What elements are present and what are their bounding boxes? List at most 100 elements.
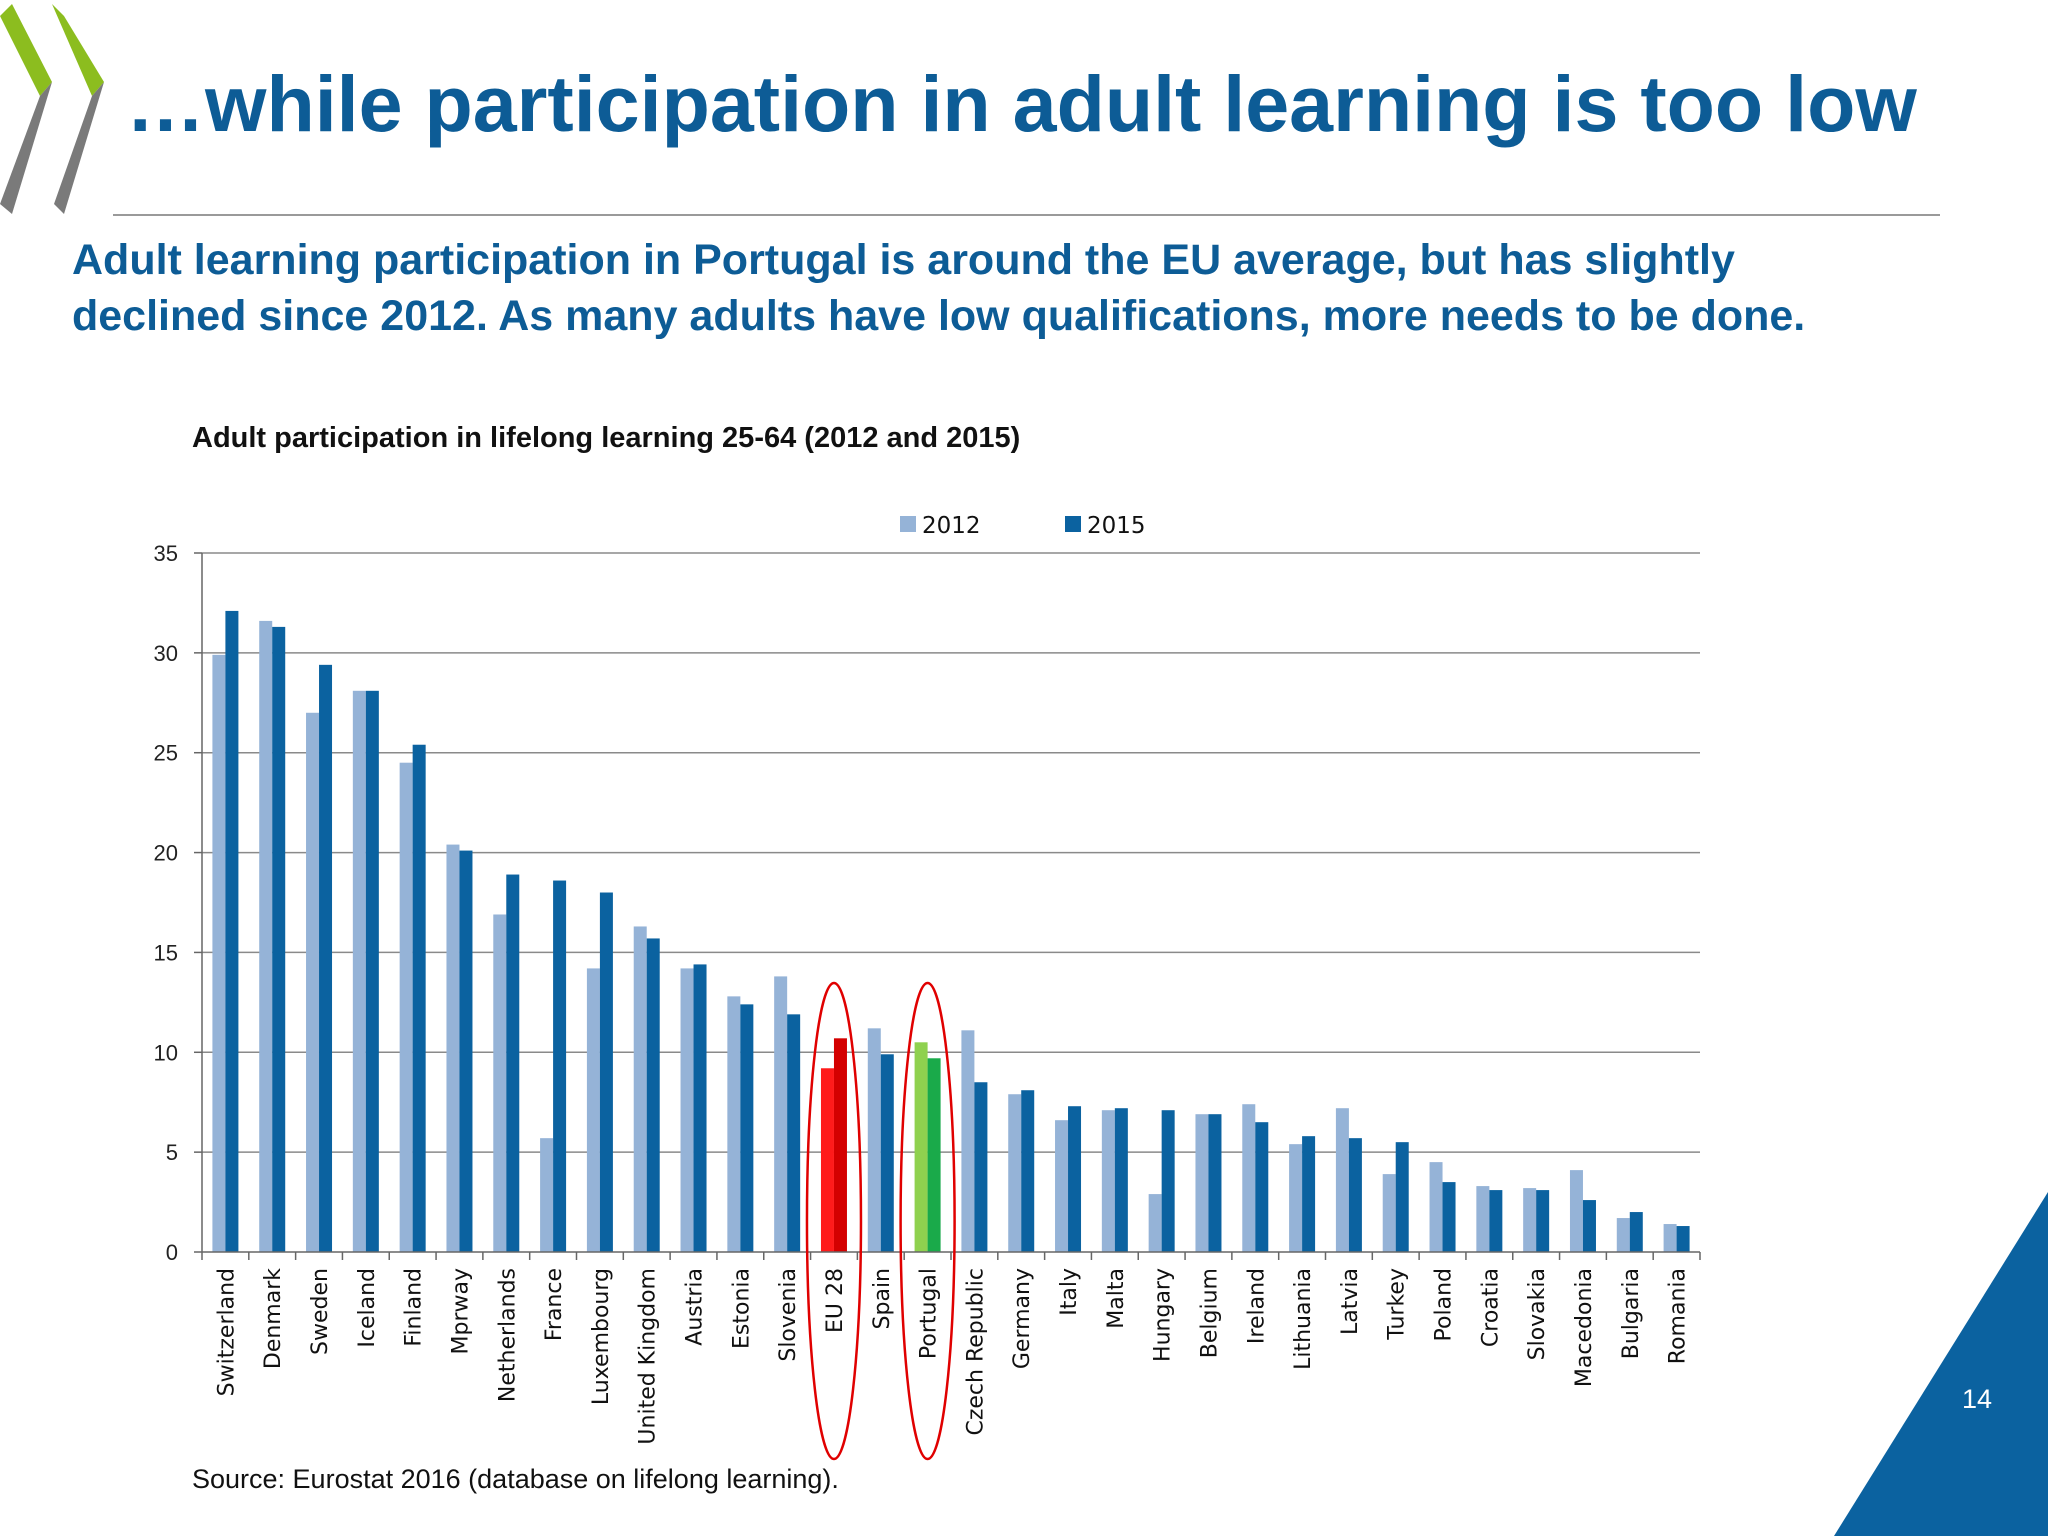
x-label-slovakia: Slovakia [1525, 1268, 1550, 1360]
bar-2015-malta [1114, 1108, 1128, 1252]
subtitle-line-2: declined since 2012. As many adults have… [72, 292, 1806, 340]
bar-2012-france [540, 1138, 554, 1252]
x-label-switzerland: Switzerland [214, 1268, 239, 1396]
blue-corner-triangle [1834, 1192, 2048, 1536]
bar-2012-ireland [1242, 1104, 1256, 1252]
x-label-bulgaria: Bulgaria [1619, 1268, 1644, 1359]
bar-2012-belgium [1195, 1114, 1209, 1252]
bar-2015-united-kingdom [646, 938, 660, 1252]
bar-2012-malta [1101, 1110, 1115, 1252]
x-label-spain: Spain [870, 1268, 895, 1329]
bar-2015-bulgaria [1629, 1212, 1643, 1252]
bar-2012-finland [399, 762, 413, 1252]
x-label-latvia: Latvia [1338, 1268, 1363, 1335]
x-label-turkey: Turkey [1385, 1268, 1410, 1341]
bar-2015-sweden [319, 664, 333, 1252]
bar-2015-portugal [927, 1058, 941, 1252]
logo-gray-chevron-right [54, 82, 104, 214]
x-label-poland: Poland [1432, 1268, 1457, 1341]
bar-2015-croatia [1489, 1190, 1503, 1252]
bar-2015-italy [1068, 1106, 1082, 1252]
x-label-austria: Austria [683, 1268, 708, 1346]
source-note: Source: Eurostat 2016 (database on lifel… [192, 1464, 839, 1494]
x-label-belgium: Belgium [1197, 1268, 1222, 1358]
legend-label-2012: 2012 [922, 513, 981, 539]
bar-2015-czech-republic [974, 1082, 988, 1252]
highlight-ellipse-portugal [899, 981, 956, 1461]
x-label-france: France [542, 1268, 567, 1341]
bar-2012-portugal [914, 1042, 928, 1252]
bar-2012-macedonia [1569, 1170, 1583, 1252]
bar-2012-iceland [352, 690, 366, 1252]
bar-2012-slovenia [774, 976, 788, 1252]
bar-2012-sweden [306, 712, 320, 1252]
logo-gray-chevron-left [0, 82, 52, 214]
bar-2015-slovakia [1536, 1190, 1550, 1252]
x-label-croatia: Croatia [1478, 1268, 1503, 1347]
x-label-portugal: Portugal [917, 1268, 942, 1359]
bar-2012-netherlands [493, 914, 507, 1252]
y-tick-label-25: 25 [154, 741, 178, 766]
bar-2015-luxembourg [599, 892, 613, 1252]
y-tick-label-35: 35 [154, 541, 178, 566]
bar-2012-turkey [1382, 1174, 1396, 1252]
x-label-eu-28: EU 28 [823, 1268, 848, 1333]
x-label-denmark: Denmark [261, 1268, 286, 1369]
x-label-hungary: Hungary [1151, 1268, 1176, 1362]
subtitle-line-1: Adult learning participation in Portugal… [72, 236, 1735, 284]
bar-2015-eu-28 [833, 1038, 847, 1252]
bar-2012-germany [1008, 1094, 1022, 1252]
chart-legend: 2012 2015 [900, 513, 1146, 539]
x-axis-category-labels: Switzerland Denmark Sweden Iceland Finland Mp… [214, 1268, 1690, 1445]
bar-2015-slovenia [787, 1014, 801, 1252]
bar-2015-turkey [1395, 1142, 1409, 1252]
legend-swatch-2012 [900, 516, 916, 532]
x-label-united-kingdom: United Kingdom [636, 1268, 661, 1445]
bar-2012-hungary [1148, 1194, 1162, 1252]
logo-green-chevron-right [52, 4, 104, 96]
bar-2015-macedonia [1582, 1200, 1596, 1252]
oecd-chevron-logo [0, 4, 104, 214]
y-tick-label-20: 20 [154, 841, 178, 866]
x-label-slovenia: Slovenia [776, 1268, 801, 1362]
slide-title: …while participation in adult learning i… [126, 59, 1917, 148]
x-label-estonia: Estonia [729, 1268, 754, 1349]
bar-2015-france [553, 880, 567, 1252]
legend-swatch-2015 [1065, 516, 1081, 532]
x-label-malta: Malta [1104, 1268, 1129, 1329]
highlight-ellipse-eu-28 [805, 981, 863, 1461]
bar-2015-switzerland [225, 610, 239, 1252]
bar-2012-denmark [259, 620, 273, 1252]
bar-2015-lithuania [1302, 1136, 1316, 1252]
bar-2012-mprway [446, 844, 460, 1252]
bar-2015-austria [693, 964, 707, 1252]
bar-2012-eu-28 [820, 1068, 834, 1252]
bar-2012-austria [680, 968, 694, 1252]
bar-2015-poland [1442, 1182, 1456, 1252]
logo-green-chevron-left [0, 4, 52, 96]
title-divider [113, 214, 1940, 216]
x-label-czech-republic: Czech Republic [963, 1268, 988, 1436]
bar-2012-switzerland [212, 654, 226, 1252]
bar-2012-united-kingdom [633, 926, 647, 1252]
bar-2012-latvia [1335, 1108, 1349, 1252]
legend-label-2015: 2015 [1087, 513, 1146, 539]
x-label-luxembourg: Luxembourg [589, 1268, 614, 1405]
bar-2015-iceland [365, 690, 379, 1252]
bar-2015-hungary [1161, 1110, 1175, 1252]
bar-2012-croatia [1476, 1186, 1490, 1252]
y-tick-label-10: 10 [154, 1040, 178, 1065]
x-label-italy: Italy [1057, 1268, 1082, 1316]
bar-2015-latvia [1348, 1138, 1362, 1252]
x-label-sweden: Sweden [308, 1268, 333, 1355]
bar-2015-ireland [1255, 1122, 1269, 1252]
bar-2012-italy [1055, 1120, 1069, 1252]
bar-2015-denmark [272, 626, 286, 1252]
bar-2012-slovakia [1523, 1188, 1537, 1252]
chart-title: Adult participation in lifelong learning… [192, 422, 1021, 454]
bar-2015-belgium [1208, 1114, 1222, 1252]
bar-2015-spain [880, 1054, 894, 1252]
page-number: 14 [1962, 1384, 1993, 1414]
